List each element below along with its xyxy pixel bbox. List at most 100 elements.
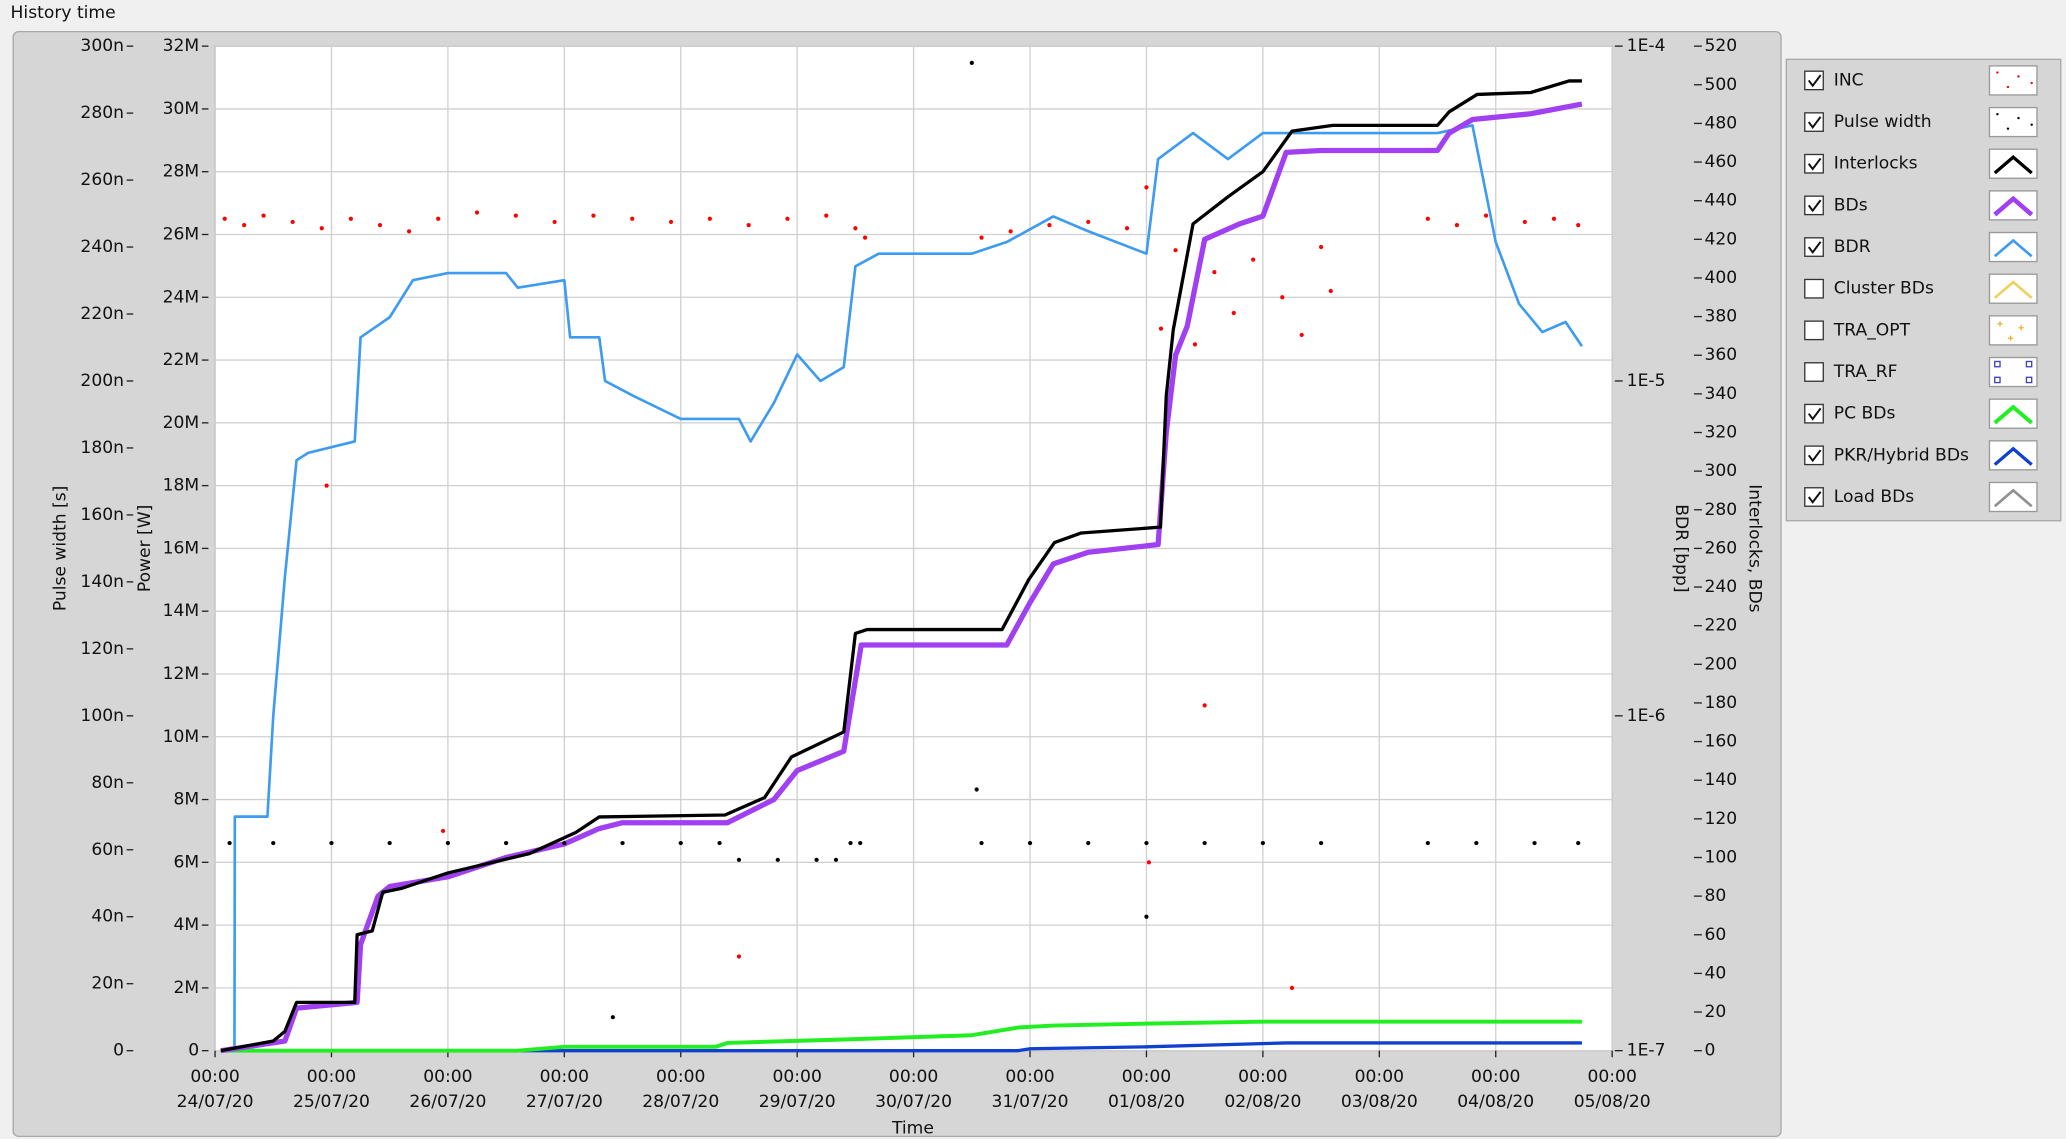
series-point — [620, 840, 625, 846]
x-tick-label: 30/07/20 — [875, 1092, 952, 1112]
legend-icon-line — [1993, 238, 2033, 258]
legend-checkbox[interactable] — [1804, 112, 1824, 132]
y3-tick-label: 1E-6 — [1627, 706, 1666, 726]
y4-tick-label: 140 — [1705, 770, 1738, 790]
y4-tick-label: 220 — [1705, 616, 1738, 636]
series-point — [1551, 216, 1557, 221]
series-point — [329, 840, 334, 846]
legend-checkbox[interactable] — [1804, 237, 1824, 257]
series-point — [242, 222, 247, 228]
check-mark — [1807, 116, 1822, 129]
y-tick-label: 80n — [91, 773, 124, 793]
legend-icon-box — [1988, 106, 2038, 138]
series-point — [1124, 226, 1130, 231]
legend-checkbox[interactable] — [1804, 487, 1824, 507]
series-point — [1144, 185, 1149, 190]
legend-checkbox[interactable] — [1804, 70, 1824, 91]
y2-tick-label: 14M — [163, 601, 200, 621]
x-tick-label: 03/08/20 — [1341, 1092, 1418, 1112]
y4-tick-label: 40 — [1705, 963, 1727, 983]
series-point — [1173, 248, 1178, 253]
series-point — [445, 840, 451, 846]
y2-tick-label: 22M — [163, 350, 200, 370]
x-tick-label: 00:00 — [423, 1067, 472, 1087]
series-point — [1086, 219, 1091, 225]
legend-icon-line — [1993, 446, 2033, 466]
x-tick-label: 00:00 — [540, 1067, 589, 1087]
y4-tick-label: 420 — [1705, 229, 1738, 249]
legend-icon-marker — [1994, 376, 2001, 384]
y4-tick-label: 240 — [1705, 577, 1738, 597]
series-line — [220, 1041, 1582, 1053]
x-tick-label: 28/07/20 — [642, 1092, 719, 1112]
series-point — [1289, 985, 1295, 991]
series-point — [1483, 213, 1489, 218]
series-point — [1144, 914, 1149, 919]
x-tick-label: 00:00 — [1471, 1067, 1520, 1087]
legend-icon-marker — [1996, 71, 1999, 74]
legend-item: Pulse width — [1804, 106, 2038, 138]
y4-tick-label: 160 — [1705, 732, 1738, 752]
legend-checkbox[interactable] — [1804, 320, 1824, 341]
legend-label: TRA_OPT — [1833, 320, 1911, 340]
series-point — [746, 222, 751, 228]
series-line — [220, 79, 1582, 1053]
y-tick-label: 60n — [91, 840, 124, 860]
legend-item: PKR/Hybrid BDs — [1804, 440, 2038, 471]
x-tick-label: 29/07/20 — [759, 1092, 836, 1112]
y3-axis-title: BDR [bpp] — [1671, 504, 1691, 592]
x-axis-title: Time — [891, 1118, 934, 1138]
series-point — [1212, 270, 1217, 275]
x-tick-label: 00:00 — [656, 1067, 705, 1087]
series-line — [220, 101, 1583, 1054]
legend-item: Interlocks — [1804, 148, 2038, 179]
legend-checkbox[interactable] — [1804, 445, 1824, 466]
legend-icon-box — [1988, 273, 2038, 304]
x-tick-label: 24/07/20 — [177, 1092, 254, 1112]
x-tick-label: 02/08/20 — [1224, 1092, 1301, 1112]
legend-icon-box — [1988, 440, 2038, 471]
series-point — [775, 857, 780, 862]
x-tick-label: 27/07/20 — [526, 1092, 603, 1112]
y4-tick-label: 400 — [1705, 268, 1738, 288]
legend-checkbox[interactable] — [1804, 195, 1824, 216]
legend-label: Cluster BDs — [1834, 279, 1934, 299]
series-point — [1086, 840, 1091, 846]
series-point — [668, 219, 674, 225]
series-point — [1454, 222, 1460, 228]
legend-icon-marker — [2018, 325, 2024, 331]
check-mark — [1807, 74, 1822, 88]
legend-icon-marker — [2030, 123, 2033, 126]
x-tick-label: 00:00 — [772, 1067, 821, 1087]
x-tick-label: 00:00 — [1122, 1067, 1171, 1087]
series-point — [474, 210, 480, 215]
legend-icon-marker — [1996, 112, 1999, 116]
legend-item: TRA_RF — [1804, 356, 2038, 388]
y-tick-label: 300n — [80, 36, 124, 56]
y-tick-label: 120n — [80, 639, 124, 659]
check-mark — [1807, 491, 1822, 504]
y-tick-label: 280n — [80, 103, 124, 123]
y2-tick-label: 12M — [163, 664, 200, 684]
series-point — [271, 840, 276, 846]
legend-icon-marker — [1997, 321, 2003, 327]
legend-label: Interlocks — [1834, 154, 1918, 174]
y2-tick-label: 10M — [163, 727, 200, 747]
series-point — [979, 840, 984, 846]
legend-checkbox[interactable] — [1804, 153, 1824, 174]
series-point — [227, 840, 232, 846]
y4-tick-label: 300 — [1705, 461, 1738, 481]
series-point — [513, 213, 518, 218]
series-point — [436, 216, 441, 221]
series-point — [678, 840, 683, 846]
series-point — [377, 222, 383, 228]
series-point — [222, 216, 227, 221]
series-point — [1318, 840, 1324, 846]
legend-checkbox[interactable] — [1804, 278, 1824, 299]
series-point — [1146, 860, 1151, 865]
y-tick-label: 240n — [80, 237, 124, 257]
legend-checkbox[interactable] — [1804, 403, 1824, 424]
x-tick-label: 26/07/20 — [409, 1092, 486, 1112]
legend-checkbox[interactable] — [1804, 362, 1824, 382]
